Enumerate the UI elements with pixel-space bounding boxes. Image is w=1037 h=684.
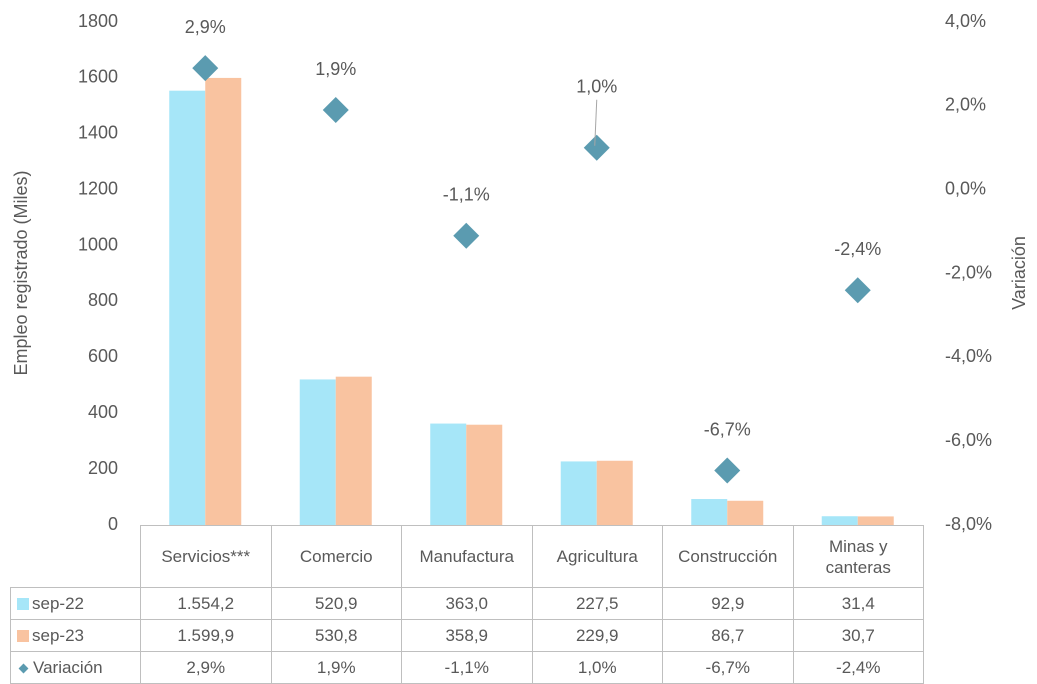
table-row: sep-22 1.554,2 520,9 363,0 227,5 92,9 31,4 [10,587,924,620]
table-cell: 1,9% [270,651,402,684]
table-cell: 31,4 [792,587,924,620]
bar [596,460,633,525]
y-tick-label: 400 [88,402,118,422]
bar [169,90,206,526]
category-label: Comercio [270,525,402,588]
table-cell: 1,0% [531,651,663,684]
row-label: sep-23 [10,619,141,652]
row-label: sep-22 [10,587,141,620]
data-label: -1,1% [443,185,490,205]
marker [844,277,871,304]
bar [727,500,764,525]
table-cell: 1.554,2 [140,587,272,620]
legend-key [17,598,29,610]
bar [299,379,336,525]
y-tick-label: 1800 [78,11,118,31]
marker [192,55,219,82]
y-tick-label: 600 [88,346,118,366]
corner [11,526,141,588]
y2-tick-label: -6,0% [945,430,992,450]
bar [466,424,503,525]
marker [583,134,610,161]
legend-key [17,630,29,642]
table-cell: 229,9 [531,619,663,652]
category-label: Manufactura [401,525,533,588]
data-table: Servicios*** Comercio Manufactura Agricultu… [10,525,924,684]
legend-label: sep-22 [32,594,84,613]
bar [691,499,728,525]
table-cell: 363,0 [401,587,533,620]
table-cell: -2,4% [792,651,924,684]
data-label: -6,7% [704,419,751,439]
y2-tick-label: -4,0% [945,346,992,366]
y-axis-title: Empleo registrado (Miles) [11,170,31,375]
data-label: 1,9% [315,59,356,79]
legend-key [18,663,29,674]
table-cell: 86,7 [662,619,794,652]
y-tick-label: 800 [88,290,118,310]
legend-label: sep-23 [32,626,84,645]
table-header: Servicios*** Comercio Manufactura Agricultu… [11,525,924,588]
y-tick-label: 200 [88,458,118,478]
bar [430,423,467,525]
data-label: -2,4% [834,239,881,259]
table-row: Variación 2,9% 1,9% -1,1% 1,0% -6,7% -2,4% [10,651,924,684]
marker [322,97,349,124]
table-cell: 520,9 [270,587,402,620]
data-label: 2,9% [185,17,226,37]
data-label: 1,0% [576,77,617,97]
category-label: Agricultura [531,525,663,588]
legend-label: Variación [33,658,103,677]
bar [857,516,894,525]
table-cell: 2,9% [140,651,272,684]
bar [821,516,858,525]
table-cell: -1,1% [401,651,533,684]
table-cell: 530,8 [270,619,402,652]
y-tick-label: 1400 [78,123,118,143]
y-tick-label: 1600 [78,67,118,87]
category-label: Construcción [662,525,794,588]
marker [453,222,480,249]
y2-tick-label: 4,0% [945,11,986,31]
marker [714,457,741,484]
category-label: Minas y canteras [792,525,924,588]
y2-tick-label: 0,0% [945,178,986,198]
y2-tick-label: -2,0% [945,262,992,282]
leader-line [594,99,598,146]
category-label: Servicios*** [140,525,272,588]
row-label: Variación [10,651,141,684]
table-cell: 1.599,9 [140,619,272,652]
table-row: sep-23 1.599,9 530,8 358,9 229,9 86,7 30,7 [10,619,924,652]
y-tick-label: 0 [108,514,118,534]
y2-tick-label: -8,0% [945,514,992,534]
y-tick-label: 1000 [78,234,118,254]
table-cell: 92,9 [662,587,794,620]
table-cell: 358,9 [401,619,533,652]
table-cell: -6,7% [662,651,794,684]
y2-axis-title: Variación [1009,236,1029,310]
table-cell: 30,7 [792,619,924,652]
table-cell: 227,5 [531,587,663,620]
bar [335,376,372,525]
y-tick-label: 1200 [78,178,118,198]
y2-tick-label: 2,0% [945,95,986,115]
bar [560,461,597,525]
bar [205,77,242,525]
